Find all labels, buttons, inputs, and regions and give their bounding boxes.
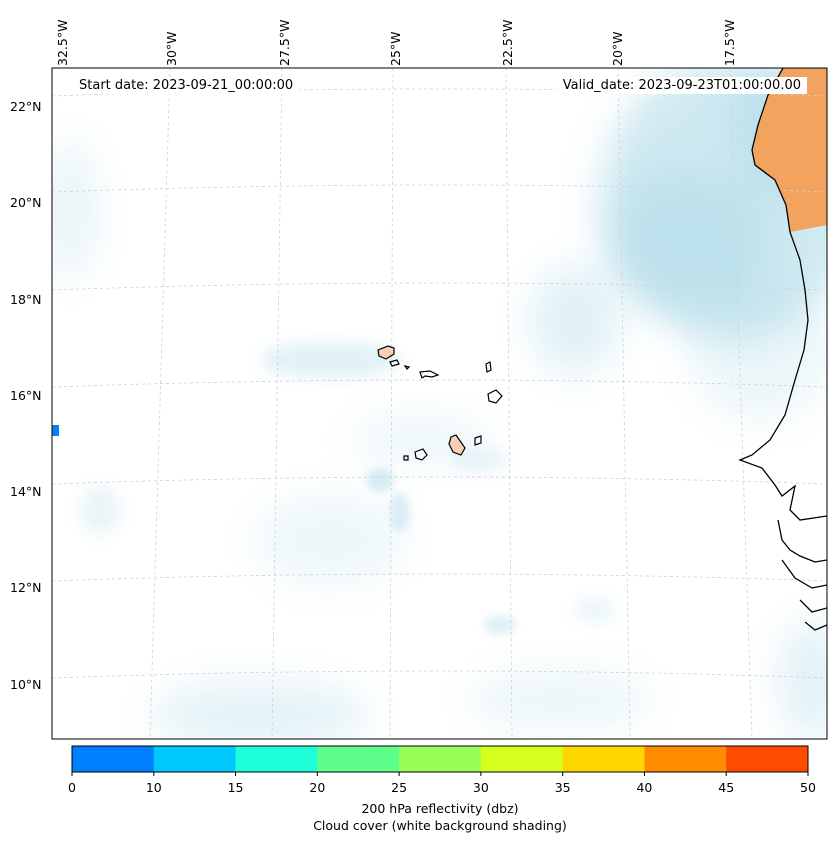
- lat-label: 16°N: [10, 388, 42, 403]
- colorbar: 0 10 15 20 25 30 35 40 45 50: [68, 745, 816, 795]
- colorbar-segment: [726, 746, 809, 772]
- colorbar-tick-label: 20: [309, 780, 325, 795]
- colorbar-segment: [317, 746, 400, 772]
- longitude-labels: 32.5°W 30°W 27.5°W 25°W 22.5°W 20°W 17.5…: [55, 20, 737, 66]
- cape-verde-islands: [377, 345, 503, 461]
- island-sal: [485, 361, 492, 373]
- island-brava: [403, 455, 409, 461]
- colorbar-tick-label: 10: [146, 780, 162, 795]
- island-santa-luzia: [403, 365, 411, 370]
- cloud-cover-layer: [52, 68, 827, 739]
- lat-label: 10°N: [10, 677, 42, 692]
- island-sao-nicolau: [419, 370, 440, 379]
- map-area: [52, 68, 827, 739]
- island-maio: [474, 435, 482, 446]
- colorbar-tick-label: 50: [800, 780, 816, 795]
- colorbar-tick-label: 40: [636, 780, 652, 795]
- lon-label: 32.5°W: [55, 20, 70, 66]
- colorbar-segment: [399, 746, 482, 772]
- lon-label: 17.5°W: [722, 20, 737, 66]
- colorbar-segment: [235, 746, 318, 772]
- map-frame: [51, 67, 828, 740]
- start-date: Start date: 2023-09-21_00:00:00: [73, 77, 300, 94]
- lon-label: 25°W: [388, 31, 403, 66]
- island-santiago: [448, 434, 466, 456]
- colorbar-tick-label: 0: [68, 780, 76, 795]
- reflectivity-echo: [52, 425, 59, 436]
- colorbar-segment: [153, 746, 237, 772]
- island-santo-antao: [377, 345, 395, 360]
- colorbar-sublabel: Cloud cover (white background shading): [313, 818, 567, 833]
- lat-label: 12°N: [10, 580, 42, 595]
- colorbar-tick-label: 35: [555, 780, 571, 795]
- lat-label: 20°N: [10, 195, 42, 210]
- lon-label: 27.5°W: [277, 20, 292, 66]
- lon-label: 22.5°W: [500, 20, 515, 66]
- colorbar-label: 200 hPa reflectivity (dbz): [361, 801, 519, 816]
- lat-label: 18°N: [10, 292, 42, 307]
- coastline: [738, 68, 827, 631]
- colorbar-frame: [71, 745, 809, 773]
- valid-date: Valid_date: 2023-09-23T01:00:00.00: [556, 77, 807, 94]
- lon-label: 20°W: [610, 31, 625, 66]
- colorbar-tick-label: 30: [473, 780, 489, 795]
- colorbar-tick-label: 25: [391, 780, 407, 795]
- island-sao-vicente: [389, 359, 400, 367]
- lat-label: 22°N: [10, 99, 42, 114]
- colorbar-segment: [562, 746, 645, 772]
- colorbar-tick-label: 15: [228, 780, 244, 795]
- colorbar-segment: [480, 746, 564, 772]
- lon-label: 30°W: [164, 31, 179, 66]
- lat-label: 14°N: [10, 484, 42, 499]
- island-fogo: [414, 448, 428, 461]
- colorbar-segment: [72, 746, 155, 772]
- colorbar-segment: [644, 746, 727, 772]
- latitude-labels: 22°N 20°N 18°N 16°N 14°N 12°N 10°N: [10, 99, 42, 692]
- island-boa-vista: [487, 389, 503, 404]
- colorbar-tick-label: 45: [718, 780, 734, 795]
